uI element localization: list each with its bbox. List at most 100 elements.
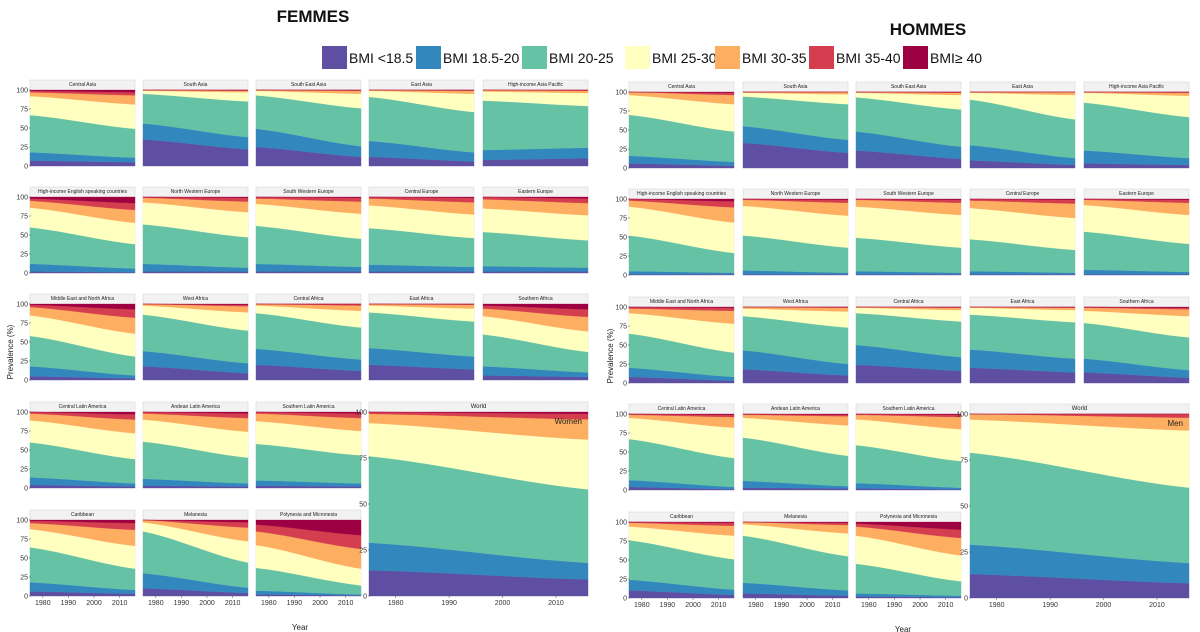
area-7 (628, 521, 735, 523)
y-tick-label: 100 (615, 412, 627, 419)
y-tick-label: 75 (960, 458, 968, 465)
x-tick-label: 2010 (938, 602, 954, 609)
y-tick-label: 50 (20, 126, 28, 133)
panel-women-13: East Africa (368, 293, 475, 381)
x-tick-label: 2000 (199, 600, 215, 607)
legend-label: BMI 35-40 (836, 50, 901, 66)
panel-title: World (471, 404, 487, 410)
x-tick-label: 1990 (441, 600, 457, 607)
panel-title: Middle East and North Africa (650, 299, 714, 305)
panel-title: Middle East and North Africa (51, 296, 115, 302)
panel-note: Men (1167, 419, 1183, 428)
x-tick-label: 1980 (388, 600, 404, 607)
y-tick-label: 25 (20, 467, 28, 474)
x-tick-label: 2000 (86, 600, 102, 607)
panel-title: High-income English speaking countries (38, 189, 127, 195)
legend-item-4: BMI 30-35 (715, 46, 807, 69)
panel-women-1: South Asia (142, 79, 249, 167)
y-tick-label: 100 (615, 197, 627, 204)
area-3 (482, 100, 589, 151)
y-tick-label: 75 (20, 429, 28, 436)
panel-women-15: Central Latin America (29, 401, 136, 489)
x-tick-label: 1990 (61, 600, 77, 607)
y-tick-label: 100 (16, 518, 28, 525)
area-7 (855, 521, 962, 530)
panel-women-9: Eastern Europe (482, 186, 589, 274)
panel-men-20: Polynesia and Micronesia (855, 511, 962, 599)
panel-men-21: World Men (969, 403, 1190, 599)
y-tick-label: 25 (20, 359, 28, 366)
x-tick-label: 1980 (148, 600, 164, 607)
y-tick-label: 100 (16, 195, 28, 202)
area-7 (1083, 306, 1190, 308)
y-tick-label: 100 (615, 520, 627, 527)
panel-men-18: Caribbean (628, 511, 735, 599)
panel-title: South Asia (184, 82, 208, 88)
y-tick-label: 75 (619, 431, 627, 438)
y-tick-label: 75 (20, 537, 28, 544)
legend-item-0: BMI <18.5 (322, 46, 413, 69)
panel-title: High-income Asia Pacific (508, 82, 564, 88)
panel-title: Caribbean (670, 514, 693, 520)
panel-title: Andean Latin America (171, 404, 220, 410)
panel-title: East Asia (411, 82, 432, 88)
legend-label: BMI 18.5-20 (443, 50, 519, 66)
legend-item-1: BMI 18.5-20 (416, 46, 519, 69)
area-7 (1083, 198, 1190, 200)
legend-item-6: BMI≥ 40 (903, 46, 982, 69)
x-tick-label: 2010 (1149, 602, 1165, 609)
panel-women-5: High-income English speaking countries (29, 186, 136, 274)
panel-men-0: Central Asia (628, 81, 735, 169)
y-tick-label: 50 (619, 558, 627, 565)
y-tick-label: 25 (20, 145, 28, 152)
panel-men-7: South Western Europe (855, 188, 962, 276)
y-tick-label: 100 (615, 90, 627, 97)
panel-title: Melanesia (184, 512, 207, 518)
area-7 (628, 413, 735, 415)
women-header: FEMMES (277, 7, 350, 26)
panel-title: West Africa (183, 296, 208, 302)
x-tick-label: 1980 (634, 602, 650, 609)
y-tick-label: 50 (619, 450, 627, 457)
y-tick-label: 100 (16, 410, 28, 417)
panel-women-18: Caribbean (29, 509, 136, 597)
y-tick-label: 0 (623, 596, 627, 603)
y-tick-label: 75 (619, 109, 627, 116)
area-7 (368, 196, 475, 198)
y-tick-label: 0 (623, 381, 627, 388)
y-tick-label: 50 (20, 233, 28, 240)
panel-women-8: Central Europe (368, 186, 475, 274)
y-tick-label: 25 (20, 575, 28, 582)
panel-women-4: High-income Asia Pacific (482, 79, 589, 167)
area-7 (255, 519, 362, 536)
x-tick-label: 2000 (912, 602, 928, 609)
panel-women-0: Central Asia (29, 79, 136, 167)
panel-men-5: High-income English speaking countries (628, 188, 735, 276)
area-7 (29, 89, 136, 93)
y-tick-label: 25 (960, 550, 968, 557)
y-tick-label: 50 (619, 343, 627, 350)
legend-swatch (522, 46, 547, 69)
panel-title: South Western Europe (883, 191, 934, 197)
area-7 (142, 411, 249, 414)
plot-grid: Central Asia 0 25 50 75 100 South Asia South Ea… (16, 79, 1190, 609)
panel-men-1: South Asia (742, 81, 849, 169)
panel-title: South Western Europe (283, 189, 334, 195)
y-axis-label-men: Prevalence (%) (606, 328, 615, 383)
y-tick-label: 0 (24, 164, 28, 171)
legend-item-5: BMI 35-40 (809, 46, 901, 69)
area-7 (628, 306, 735, 308)
panel-title: Central Asia (69, 82, 96, 88)
y-tick-label: 25 (619, 254, 627, 261)
panel-title: South Asia (784, 84, 808, 90)
area-7 (255, 411, 362, 414)
area-7 (855, 198, 962, 200)
x-tick-label: 1990 (660, 602, 676, 609)
x-tick-label: 1980 (748, 602, 764, 609)
area-7 (628, 198, 735, 202)
panel-men-15: Central Latin America (628, 403, 735, 491)
panel-title: Central Europe (1006, 191, 1040, 197)
panel-title: High-income Asia Pacific (1109, 84, 1165, 90)
panel-title: Polynesia and Micronesia (280, 512, 337, 518)
panel-title: Polynesia and Micronesia (880, 514, 937, 520)
